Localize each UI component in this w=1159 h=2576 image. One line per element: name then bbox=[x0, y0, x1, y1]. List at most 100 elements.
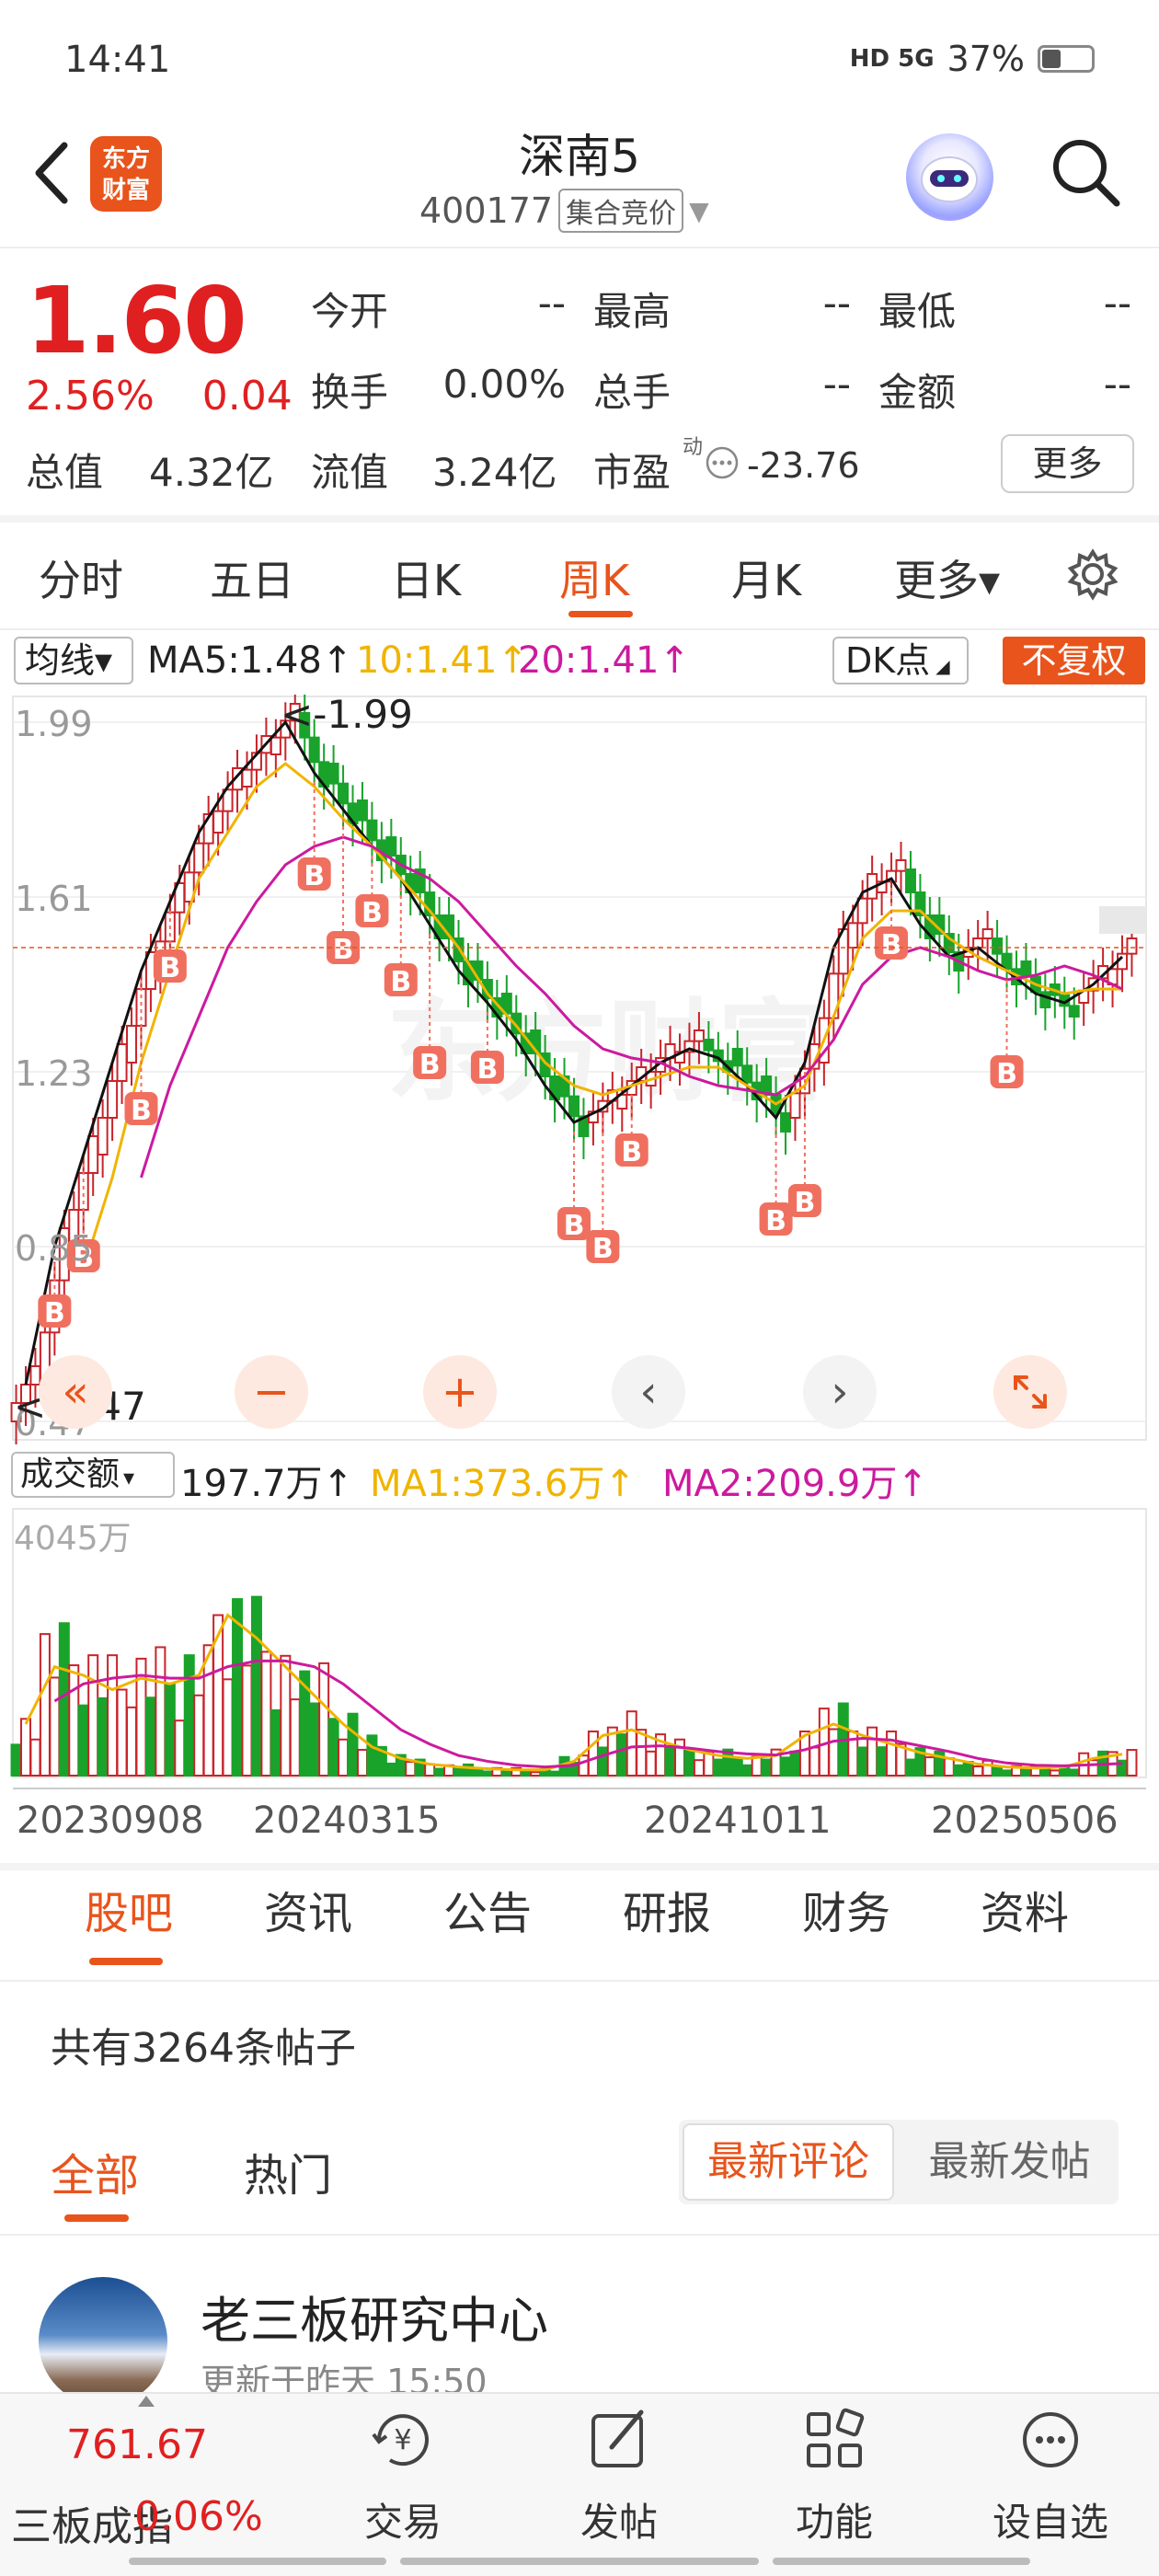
tab-more-periods[interactable]: 更多▾ bbox=[894, 556, 1001, 605]
tab-news[interactable]: 资讯 bbox=[264, 1888, 353, 1939]
settings-gear-icon[interactable] bbox=[1065, 546, 1120, 602]
market-cap-value: 4.32亿 bbox=[149, 450, 274, 495]
info-dots-icon[interactable] bbox=[705, 445, 740, 480]
open-label: 今开 bbox=[311, 289, 389, 334]
tab-guba[interactable]: 股吧 bbox=[85, 1888, 174, 1939]
volume-bar bbox=[58, 1622, 70, 1777]
turnover-value: 0.00% bbox=[442, 362, 566, 407]
volume-indicator-label: 成交额 bbox=[20, 1455, 120, 1493]
candle-body bbox=[443, 914, 455, 939]
b-marker-label: B bbox=[44, 1297, 65, 1329]
volume-bars bbox=[10, 1595, 1138, 1777]
candle-body bbox=[338, 782, 350, 805]
dk-point-select[interactable]: DK点 ◢ bbox=[832, 637, 969, 684]
ma5-line bbox=[24, 719, 1124, 1386]
tab-intraday[interactable]: 分时 bbox=[39, 556, 123, 605]
candle-body bbox=[578, 1115, 590, 1138]
total-hands-value: -- bbox=[822, 362, 851, 407]
candle-body bbox=[87, 1135, 99, 1174]
tab-weekly-k[interactable]: 周K bbox=[559, 556, 630, 605]
candle-body bbox=[856, 897, 868, 925]
scroll-left-fast-button[interactable]: « bbox=[39, 1355, 112, 1429]
volume-bar bbox=[645, 1750, 657, 1777]
b-marker-label: B bbox=[131, 1095, 152, 1127]
x-tick-label: 20250506 bbox=[931, 1800, 1119, 1842]
assistant-robot-icon[interactable] bbox=[906, 133, 993, 221]
volume-bar bbox=[530, 1771, 542, 1777]
trade-button[interactable]: ¥ 交易 bbox=[329, 2403, 476, 2547]
ma-indicator-select[interactable]: 均线▾ bbox=[14, 637, 133, 684]
tab-research[interactable]: 研报 bbox=[623, 1888, 712, 1939]
functions-button[interactable]: 功能 bbox=[761, 2403, 908, 2547]
tab-profile[interactable]: 资料 bbox=[981, 1888, 1070, 1939]
volume-chart[interactable]: 4045万 20230908 20240315 20241011 20250506 bbox=[0, 1507, 1159, 1870]
volume-bar bbox=[625, 1710, 637, 1777]
volume-bar bbox=[616, 1733, 628, 1777]
volume-bar bbox=[174, 1719, 186, 1777]
network-indicator: HD 5G bbox=[849, 45, 935, 73]
candle-body bbox=[356, 799, 368, 822]
active-tab-indicator bbox=[568, 611, 633, 617]
tab-monthly-k[interactable]: 月K bbox=[731, 556, 802, 605]
volume_ma1-line bbox=[24, 1613, 1123, 1772]
fullscreen-button[interactable] bbox=[993, 1355, 1067, 1429]
scroll-left-button[interactable]: ‹ bbox=[612, 1355, 685, 1429]
high-label: 最高 bbox=[593, 289, 671, 334]
candle-body bbox=[212, 810, 224, 834]
add-watchlist-button[interactable]: 设自选 bbox=[977, 2403, 1124, 2547]
author-name[interactable]: 老三板研究中心 bbox=[201, 2292, 548, 2350]
y-tick-label: 0.85 bbox=[15, 1228, 93, 1269]
volume-value: 197.7万↑ bbox=[180, 1463, 354, 1505]
last-price: 1.60 bbox=[26, 267, 247, 374]
volume-indicator-select[interactable]: 成交额 ▾ bbox=[11, 1452, 175, 1498]
zoom-out-button[interactable]: − bbox=[235, 1355, 308, 1429]
candle-body bbox=[29, 1365, 41, 1386]
candle-body bbox=[511, 1012, 522, 1035]
author-avatar[interactable] bbox=[39, 2277, 167, 2406]
candle-body bbox=[97, 1117, 109, 1156]
b-marker bbox=[614, 1133, 648, 1167]
candle-body bbox=[1126, 937, 1138, 955]
b-marker-label: B bbox=[476, 1053, 498, 1086]
scroll-right-button[interactable]: › bbox=[803, 1355, 877, 1429]
volume-bar bbox=[405, 1761, 417, 1777]
y-tick-label: 1.61 bbox=[15, 879, 93, 919]
tab-five-day[interactable]: 五日 bbox=[210, 556, 294, 605]
volume-bar bbox=[260, 1650, 272, 1777]
zoom-in-button[interactable]: + bbox=[423, 1355, 497, 1429]
tab-finance[interactable]: 财务 bbox=[802, 1888, 891, 1939]
candle-body bbox=[943, 933, 955, 953]
subtab-all[interactable]: 全部 bbox=[51, 2150, 140, 2202]
stock-name: 深南5 bbox=[519, 130, 640, 183]
subtab-hot[interactable]: 热门 bbox=[244, 2150, 333, 2202]
volume-bar bbox=[809, 1746, 820, 1777]
post-button[interactable]: 发帖 bbox=[545, 2403, 693, 2547]
stock-code-row[interactable]: 400177 集合竞价 ▼ bbox=[419, 189, 709, 233]
tab-announcements[interactable]: 公告 bbox=[443, 1888, 533, 1939]
sort-latest-comment[interactable]: 最新评论 bbox=[683, 2123, 894, 2201]
index-name[interactable]: 三板成指 bbox=[11, 2503, 173, 2550]
candle-body bbox=[761, 1075, 773, 1096]
tab-daily-k[interactable]: 日K bbox=[391, 556, 462, 605]
adjust-type-button[interactable]: 不复权 bbox=[1003, 637, 1145, 684]
y-tick-label: 1.99 bbox=[15, 704, 93, 744]
expand-up-icon[interactable] bbox=[138, 2396, 155, 2407]
grid-icon bbox=[807, 2408, 865, 2467]
volume-bar bbox=[789, 1750, 801, 1777]
volume-bar bbox=[828, 1728, 840, 1777]
b-marker bbox=[586, 1230, 620, 1263]
candle-body bbox=[780, 1112, 792, 1133]
candle-body bbox=[222, 788, 234, 812]
index-value[interactable]: 761.67 bbox=[66, 2421, 208, 2468]
back-arrow-icon[interactable] bbox=[26, 136, 81, 210]
volume-bar bbox=[1068, 1768, 1080, 1777]
candle-body bbox=[107, 1080, 119, 1119]
search-icon[interactable] bbox=[1047, 133, 1124, 211]
volume-bar bbox=[10, 1743, 22, 1777]
volume-bar bbox=[338, 1738, 350, 1777]
price-tag bbox=[1099, 906, 1146, 934]
more-quote-button[interactable]: 更多 bbox=[1001, 434, 1134, 493]
volume-bar bbox=[289, 1698, 301, 1777]
sort-latest-post[interactable]: 最新发帖 bbox=[928, 2138, 1091, 2185]
